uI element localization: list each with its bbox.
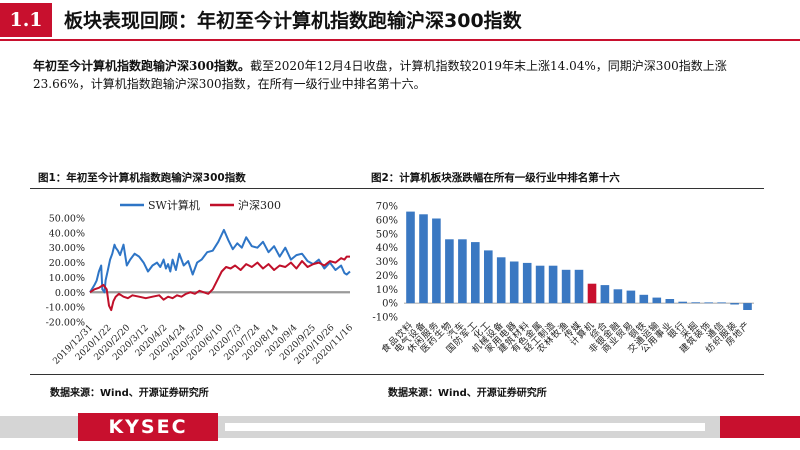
header-rule bbox=[0, 39, 800, 41]
bar bbox=[432, 218, 441, 304]
y-tick-label: 10% bbox=[376, 285, 398, 296]
y-tick-label: -10.00% bbox=[46, 303, 85, 314]
y-tick-label: 70% bbox=[376, 202, 398, 213]
bar bbox=[419, 214, 428, 304]
figure2-source: 数据来源：Wind、开源证券研究所 bbox=[388, 388, 547, 399]
bar bbox=[730, 303, 739, 305]
y-tick-label: 20.00% bbox=[49, 258, 85, 269]
figure2-top-rule bbox=[368, 188, 764, 189]
y-tick-label: 0.00% bbox=[55, 288, 85, 299]
bar bbox=[445, 239, 454, 304]
bar bbox=[458, 239, 467, 304]
bar bbox=[665, 299, 675, 304]
figure1-top-rule bbox=[30, 188, 372, 189]
legend-label: 沪深300 bbox=[238, 198, 281, 212]
bar bbox=[496, 257, 506, 304]
summary-bold-lead: 年初至今计算机指数跑输沪深300指数。 bbox=[33, 59, 251, 73]
footer-stripe bbox=[225, 423, 705, 431]
y-tick-label: 30% bbox=[376, 257, 398, 268]
kysec-logo: KYSEC bbox=[78, 413, 218, 441]
bar bbox=[471, 242, 480, 304]
y-tick-label: 30.00% bbox=[49, 243, 85, 254]
bar bbox=[691, 302, 700, 304]
figure1-title: 图1：年初至今计算机指数跑输沪深300指数 bbox=[38, 172, 246, 184]
bar bbox=[652, 297, 662, 304]
series-line bbox=[89, 255, 350, 312]
y-tick-label: -10% bbox=[372, 313, 398, 324]
bar bbox=[484, 250, 493, 304]
figure1-bottom-rule bbox=[30, 374, 372, 375]
y-tick-label: 50.00% bbox=[49, 214, 85, 225]
figure1-line-chart: 50.00% 40.00% 30.00% 20.00% 10.00% 0.00% -10.0… bbox=[46, 198, 356, 367]
bar bbox=[406, 211, 415, 304]
legend-label: SW计算机 bbox=[148, 198, 200, 212]
y-tick-label: 40% bbox=[376, 243, 398, 254]
y-tick-label: 60% bbox=[376, 215, 398, 226]
figure1-source: 数据来源：Wind、开源证券研究所 bbox=[50, 388, 209, 399]
y-tick-label: -20.00% bbox=[46, 318, 85, 329]
figure2-bottom-rule bbox=[368, 374, 764, 375]
y-tick-label: 50% bbox=[376, 229, 398, 240]
bar bbox=[561, 269, 571, 304]
bar bbox=[509, 261, 519, 304]
page-title: 板块表现回顾：年初至今计算机指数跑输沪深300指数 bbox=[64, 10, 522, 32]
y-tick-label: 10.00% bbox=[49, 273, 85, 284]
bar bbox=[717, 302, 726, 304]
figure2-title: 图2：计算机板块涨跌幅在所有一级行业中排名第十六 bbox=[371, 172, 620, 184]
footer-accent-block bbox=[720, 416, 800, 438]
bar bbox=[613, 289, 623, 304]
summary-paragraph: 年初至今计算机指数跑输沪深300指数。截至2020年12月4日收盘，计算机指数较… bbox=[33, 57, 778, 93]
bar bbox=[574, 269, 584, 304]
bar bbox=[535, 265, 545, 304]
summary-text: 截至2020年12月4日收盘，计算机指数较2019年末上涨14.04%，同期沪深… bbox=[33, 59, 727, 91]
bar bbox=[626, 290, 636, 304]
y-tick-label: 40.00% bbox=[49, 228, 85, 239]
bar bbox=[743, 303, 752, 310]
bar bbox=[600, 285, 610, 304]
y-tick-label: 20% bbox=[376, 271, 398, 282]
bar bbox=[639, 294, 649, 304]
bar bbox=[587, 283, 597, 304]
bar bbox=[678, 301, 687, 304]
y-tick-label: 0% bbox=[382, 299, 398, 310]
bar bbox=[704, 302, 713, 304]
bar bbox=[548, 265, 558, 304]
series-line bbox=[89, 228, 351, 294]
figure2-bar-chart: 70%60%50%40%30%20%10%0%-10%食品饮料电气设备休闲服务医… bbox=[372, 202, 754, 355]
section-number: 1.1 bbox=[0, 3, 52, 37]
bar bbox=[522, 262, 532, 304]
